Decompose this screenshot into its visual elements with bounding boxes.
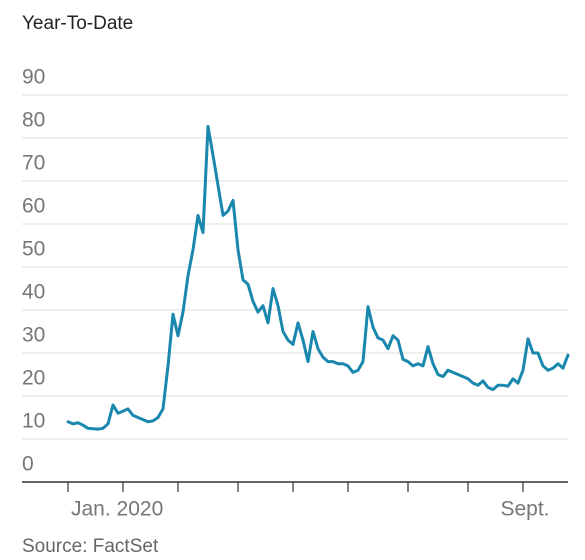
- chart-title: Year-To-Date: [22, 13, 133, 34]
- y-tick-label: 0: [22, 453, 34, 476]
- y-tick-label: 40: [22, 281, 45, 304]
- y-tick-label: 70: [22, 152, 45, 175]
- y-tick-label: 50: [22, 238, 45, 261]
- y-tick-label: 60: [22, 195, 45, 218]
- y-tick-label: 10: [22, 410, 45, 433]
- y-tick-label: 20: [22, 367, 45, 390]
- y-tick-label: 80: [22, 109, 45, 132]
- source: Source: FactSet: [22, 536, 159, 557]
- x-tick-label: Sept.: [500, 498, 549, 521]
- y-tick-label: 90: [22, 66, 45, 89]
- y-tick-label: 30: [22, 324, 45, 347]
- x-tick-label: Jan. 2020: [71, 498, 163, 521]
- line: [66, 124, 570, 431]
